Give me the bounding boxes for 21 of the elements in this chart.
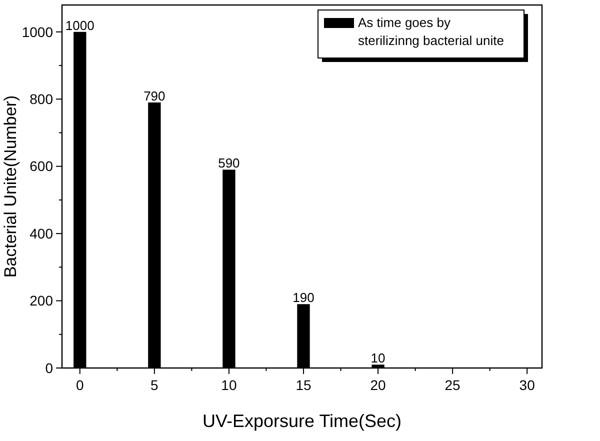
y-tick-label: 200 bbox=[30, 292, 54, 309]
x-tick-label: 25 bbox=[444, 377, 461, 393]
y-tick-label: 400 bbox=[30, 225, 54, 242]
data-label: 790 bbox=[144, 88, 166, 104]
data-label: 10 bbox=[370, 350, 386, 366]
data-label: 190 bbox=[292, 290, 314, 306]
data-label: 590 bbox=[218, 156, 240, 171]
data-label: 1000 bbox=[65, 18, 94, 33]
x-tick-label: 30 bbox=[519, 377, 536, 393]
x-tick-label: 20 bbox=[370, 377, 386, 393]
y-tick-label: 600 bbox=[30, 158, 54, 174]
y-tick-label: 0 bbox=[45, 360, 54, 376]
x-tick-label: 0 bbox=[76, 377, 84, 393]
x-tick-label: 5 bbox=[150, 377, 159, 393]
y-tick-label: 800 bbox=[30, 91, 54, 108]
y-axis-title: Bacterial Unite(Number) bbox=[1, 95, 20, 278]
x-tick-label: 10 bbox=[221, 377, 237, 393]
x-tick-label: 15 bbox=[296, 377, 312, 393]
x-axis-title: UV-Exporsure Time(Sec) bbox=[202, 411, 402, 431]
y-tick-label: 1000 bbox=[22, 24, 54, 40]
legend-label: As time goes by sterilizinng bacterial unite bbox=[358, 15, 504, 48]
